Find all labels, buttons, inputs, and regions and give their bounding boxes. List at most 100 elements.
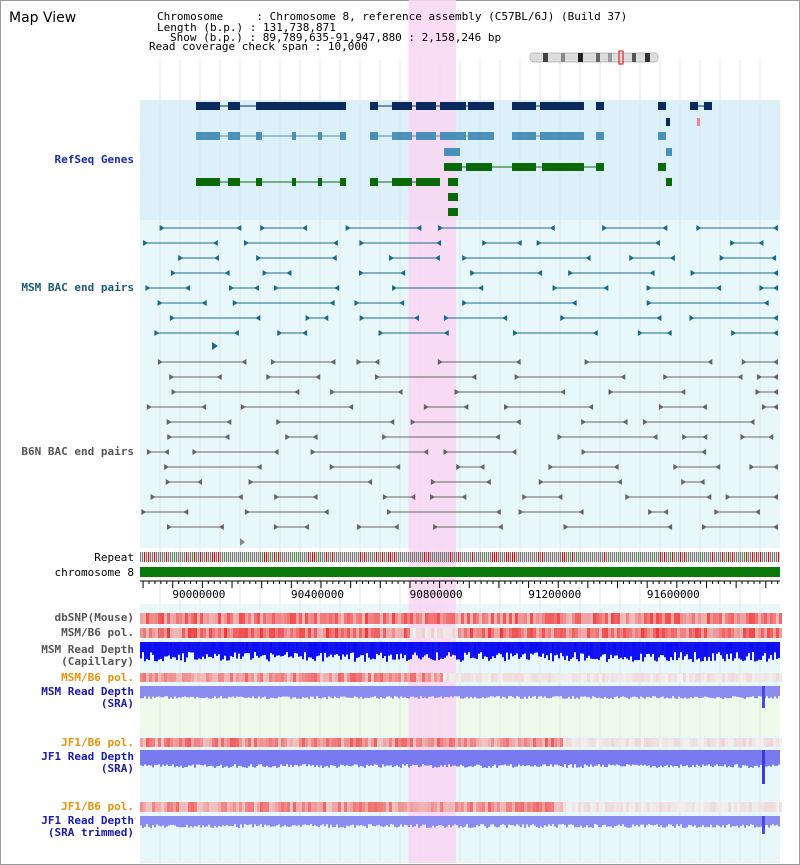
- jf1-trim-depth-bar: [362, 816, 364, 826]
- jf1-b6-pol-trim-cell: [545, 802, 548, 812]
- jf1-b6-pol-cell: [179, 738, 182, 747]
- msm-sra-depth-bar: [286, 686, 288, 697]
- jf1-b6-pol-trim-cell: [473, 802, 476, 812]
- b6n-bac-track-label[interactable]: B6N BAC end pairs: [21, 445, 134, 458]
- jf1-trim-depth-bar: [592, 816, 594, 828]
- gene-mid-exon: [256, 132, 262, 140]
- jf1-trim-depth-bar: [718, 816, 720, 826]
- jf1-b6-pol-cell: [353, 738, 356, 747]
- jf1-trim-depth-bar: [616, 816, 618, 826]
- jf1-trim-depth-bar: [270, 816, 272, 827]
- msm-sra-depth-bar: [212, 686, 214, 698]
- repeat-mark: [600, 552, 602, 562]
- jf1-trim-depth-bar: [408, 816, 410, 828]
- b6n-bac-end: [201, 404, 207, 410]
- msm-sra-depth-bar: [298, 686, 300, 699]
- jf1-trim-depth-bar: [152, 816, 154, 826]
- dbsnp-cell: [566, 613, 569, 624]
- msm-b6-pol-sra-cell: [632, 673, 635, 682]
- dbsnp-cell: [689, 613, 692, 624]
- msm-b6-pol-cell: [506, 628, 509, 638]
- msm-capillary-depth-bar: [232, 642, 234, 658]
- msm-bac-end: [212, 240, 218, 246]
- jf1-b6-pol-trim-cell: [608, 802, 611, 812]
- repeat-mark: [496, 552, 498, 562]
- jf1-b6-pol-trim-cell: [701, 802, 704, 812]
- msm-b6-pol-sra-cell: [713, 673, 716, 682]
- msm-b6-pol-sra-cell: [368, 673, 371, 682]
- msm-b6-pol-cell: [176, 628, 179, 638]
- jf1-sra-depth-bar: [170, 750, 172, 766]
- msm-b6-pol-sra-cell: [476, 673, 479, 682]
- msm-sra-depth-bar: [360, 686, 362, 697]
- jf1-trim-depth-bar: [296, 816, 298, 826]
- msm-b6-pol-cell: [539, 628, 542, 638]
- jf1-trim-depth-bar: [646, 816, 648, 826]
- msm-sra-depth-bar: [362, 686, 364, 699]
- msm-b6-pol-cell: [605, 628, 608, 638]
- dbsnp-cell: [398, 613, 401, 624]
- jf1-trim-depth-bar: [366, 816, 368, 828]
- msm-sra-depth-bar: [714, 686, 716, 699]
- jf1-trim-depth-bar: [520, 816, 522, 828]
- gene-green-exon: [448, 208, 458, 216]
- jf1-read-depth-trimmed-label: JF1 Read Depth (SRA trimmed): [41, 814, 134, 839]
- jf1-b6-pol-cell: [683, 738, 686, 747]
- repeat-mark: [670, 552, 672, 562]
- jf1-b6-pol-trim-cell: [275, 802, 278, 812]
- dbsnp-cell: [764, 613, 767, 624]
- jf1-sra-depth-bar: [426, 750, 428, 766]
- msm-sra-depth-bar: [458, 686, 460, 697]
- msm-b6-pol-cell: [629, 628, 632, 638]
- b6n-bac-end: [315, 374, 321, 380]
- msm-capillary-depth-bar: [226, 642, 228, 661]
- jf1-trim-depth-bar: [430, 816, 432, 828]
- repeat-mark: [268, 552, 270, 562]
- repeat-mark: [144, 552, 146, 562]
- msm-b6-pol-sra-cell: [194, 673, 197, 682]
- jf1-sra-depth-bar: [486, 750, 488, 768]
- jf1-b6-pol-cell: [449, 738, 452, 747]
- msm-sra-depth-bar: [312, 686, 314, 697]
- dbsnp-cell: [716, 613, 719, 624]
- jf1-trim-depth-bar: [598, 816, 600, 828]
- repeat-mark: [294, 552, 296, 562]
- msm-b6-pol-sra-cell: [671, 673, 674, 682]
- repeat-mark: [570, 552, 572, 562]
- jf1-sra-depth-bar: [532, 750, 534, 767]
- msm-capillary-depth-bar: [214, 642, 216, 654]
- b6n-bac-end: [273, 449, 279, 455]
- jf1-b6-pol-trim-cell: [296, 802, 299, 812]
- msm-capillary-depth-bar: [574, 642, 576, 653]
- jf1-b6-pol-trim-cell: [224, 802, 227, 812]
- repeat-mark: [222, 552, 224, 562]
- jf1-b6-pol-trim-cell: [299, 802, 302, 812]
- jf1-b6-pol-trim-cell: [392, 802, 395, 812]
- msm-sra-depth-bar: [436, 686, 438, 698]
- msm-b6-pol-sra-label: MSM/B6 pol.: [61, 671, 134, 684]
- msm-capillary-depth-bar: [530, 642, 532, 654]
- refseq-track-label[interactable]: RefSeq Genes: [54, 153, 134, 166]
- jf1-sra-depth-bar: [528, 750, 530, 766]
- msm-b6-pol-sra-cell: [563, 673, 566, 682]
- jf1-b6-pol-cell: [512, 738, 515, 747]
- jf1-sra-depth-bar: [256, 750, 258, 767]
- repeat-mark: [636, 552, 638, 562]
- repeat-mark: [644, 552, 646, 562]
- repeat-mark: [722, 552, 724, 562]
- msm-b6-pol-sra-cell: [755, 673, 758, 682]
- jf1-sra-depth-bar: [194, 750, 196, 768]
- msm-capillary-depth-bar: [448, 642, 450, 653]
- dbsnp-cell: [395, 613, 398, 624]
- jf1-b6-pol-trim-cell: [767, 802, 770, 812]
- dbsnp-cell: [719, 613, 722, 624]
- msm-bac-track-label[interactable]: MSM BAC end pairs: [21, 281, 134, 294]
- jf1-sra-depth-bar: [148, 750, 150, 766]
- dbsnp-cell: [581, 613, 584, 624]
- msm-b6-pol-cell: [248, 628, 251, 638]
- dbsnp-cell: [698, 613, 701, 624]
- jf1-trim-depth-bar: [730, 816, 732, 828]
- msm-b6-pol-cell: [692, 628, 695, 638]
- jf1-trim-depth-bar: [382, 816, 384, 827]
- gene-green-exon: [666, 178, 672, 186]
